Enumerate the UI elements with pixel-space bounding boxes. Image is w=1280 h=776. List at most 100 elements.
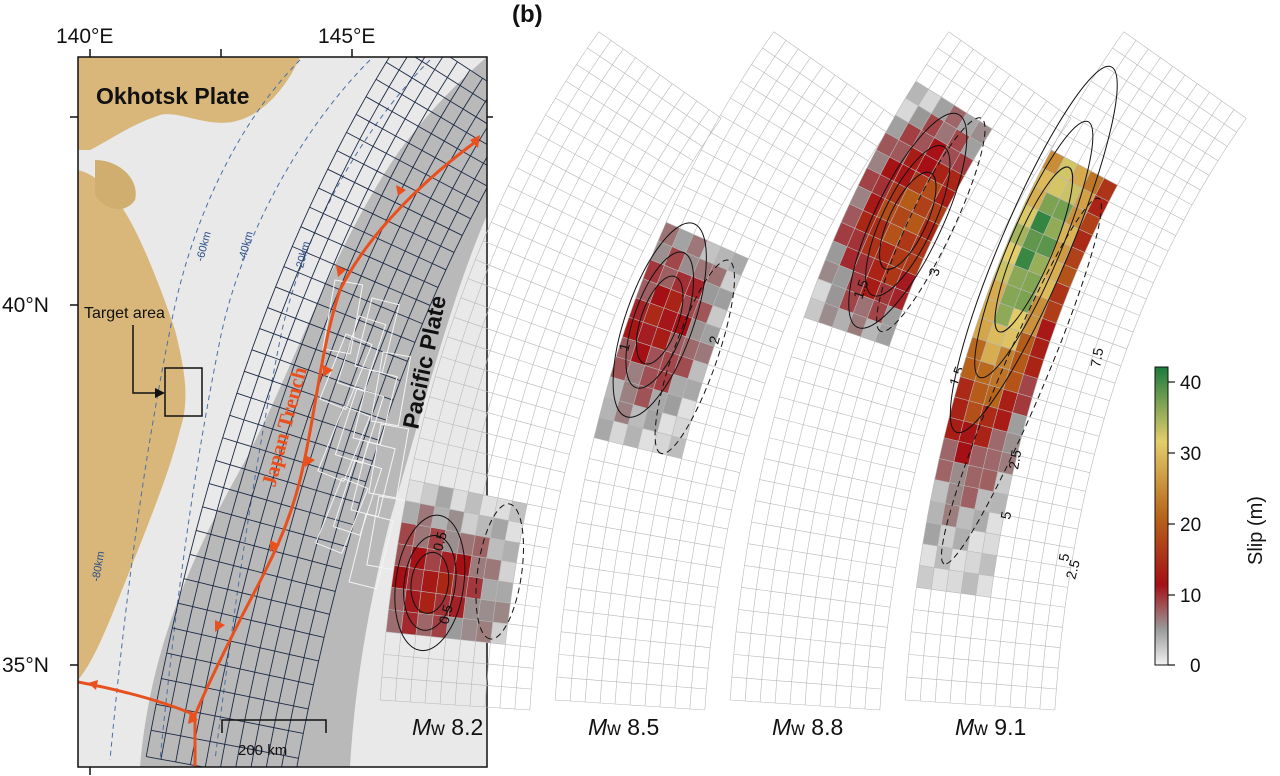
slip-cell — [464, 491, 484, 515]
depth-contours — [109, 59, 431, 761]
subfault-grid — [554, 31, 897, 711]
grid-line — [744, 40, 962, 702]
slip-cell — [947, 128, 970, 153]
contour-label: 1.5 — [850, 277, 872, 301]
slip-cell — [475, 620, 493, 643]
slip-cell — [401, 500, 421, 525]
slip-cell — [1068, 164, 1091, 189]
colorbar-tick-30: 30 — [1180, 444, 1201, 465]
slip-cell — [939, 437, 959, 462]
contour-label: 2.5 — [1062, 558, 1083, 581]
slip-cell — [983, 384, 1004, 409]
slip-cell — [673, 355, 694, 379]
slip-cell — [945, 482, 965, 507]
depth-label-80: -80km — [90, 550, 107, 582]
map-panel: Okhotsk Plate Pacific Plate Japan Trench… — [2, 25, 493, 775]
slip-panel-mw88: 1.531.5 — [729, 31, 1072, 711]
slip-contour — [879, 171, 937, 270]
slip-cell — [685, 276, 707, 300]
grid-line — [834, 92, 1035, 708]
slip-cell — [667, 374, 688, 398]
target-area-label: Target area — [84, 305, 165, 322]
slip-cell — [1033, 167, 1056, 193]
slip-cell — [960, 136, 983, 161]
slip-cell — [934, 121, 957, 146]
contour-label: 2.5 — [1005, 448, 1024, 470]
slip-cell — [657, 412, 677, 436]
lon-tick-140: 140°E — [56, 25, 113, 48]
slip-cell — [989, 491, 1009, 515]
grid-line — [1039, 109, 1235, 710]
slip-cell — [699, 323, 721, 347]
rupture-rectangle — [334, 387, 385, 464]
panel-b-label: (b) — [512, 1, 543, 28]
lat-tick-35: 35°N — [2, 654, 49, 677]
slip-cell — [944, 417, 964, 442]
rupture-rectangle — [336, 315, 387, 392]
slip-cell — [449, 488, 469, 513]
okhotsk-plate-label: Okhotsk Plate — [96, 83, 249, 109]
contour-label: 0.5 — [435, 603, 456, 626]
slip-cell — [953, 441, 974, 466]
slip-cell — [978, 468, 998, 492]
contour-label: 1 — [615, 341, 633, 353]
slip-cell — [997, 451, 1017, 475]
slip-cell — [498, 560, 517, 583]
slip-cell — [633, 384, 654, 409]
colorbar-tick-0: 0 — [1190, 656, 1201, 677]
slip-cell — [678, 294, 700, 319]
slip-cell — [405, 479, 425, 504]
grid-line — [789, 66, 998, 705]
land-peninsula — [95, 160, 136, 210]
grid-line — [689, 109, 885, 710]
grid-line — [979, 74, 1186, 706]
slip-contour — [949, 65, 1118, 434]
grid-line — [1024, 100, 1223, 709]
slip-cell — [881, 305, 903, 329]
slip-cell — [941, 503, 960, 528]
rupture-rectangle — [319, 333, 373, 411]
slip-cell — [624, 360, 645, 385]
slip-contour — [612, 222, 707, 418]
slip-cell — [643, 302, 665, 327]
slip-cell — [457, 532, 476, 556]
grid-line — [849, 100, 1048, 709]
slip-cell — [424, 548, 443, 572]
slip-cell — [1029, 336, 1050, 360]
rupture-rectangle — [354, 297, 400, 374]
slip-panel-mw91: 52.57.552.5 — [904, 31, 1247, 711]
slip-cell — [968, 444, 988, 469]
slip-cell — [699, 281, 721, 306]
slip-cell — [993, 302, 1015, 327]
slip-cell — [1041, 149, 1065, 175]
slip-cell — [1055, 157, 1078, 182]
slip-cell — [713, 287, 734, 311]
slip-cell — [1021, 270, 1043, 295]
slip-cell — [949, 548, 968, 572]
slip-cell — [885, 115, 909, 140]
grid-line — [804, 74, 1011, 706]
slip-cell — [445, 509, 465, 533]
slip-cell — [639, 365, 660, 390]
japan-trench-line — [193, 138, 479, 767]
slip-cell — [934, 458, 954, 483]
slip-contour — [625, 251, 695, 389]
slip-cell — [973, 424, 993, 449]
slip-cell — [397, 522, 417, 547]
slip-cell — [963, 550, 983, 575]
slip-cell — [418, 591, 436, 615]
slip-cell — [803, 297, 825, 323]
slip-cell — [949, 396, 969, 421]
slip-cell — [486, 537, 505, 561]
slip-cell — [871, 174, 894, 199]
slip-cell — [944, 105, 967, 129]
grid-line — [175, 57, 426, 763]
slip-cell — [434, 485, 454, 510]
slip-cell — [504, 520, 524, 544]
slip-cell — [902, 146, 926, 172]
slip-cell — [960, 356, 981, 381]
slip-cell — [1007, 412, 1027, 436]
slip-cell — [824, 283, 847, 309]
slip-cell — [490, 517, 509, 541]
